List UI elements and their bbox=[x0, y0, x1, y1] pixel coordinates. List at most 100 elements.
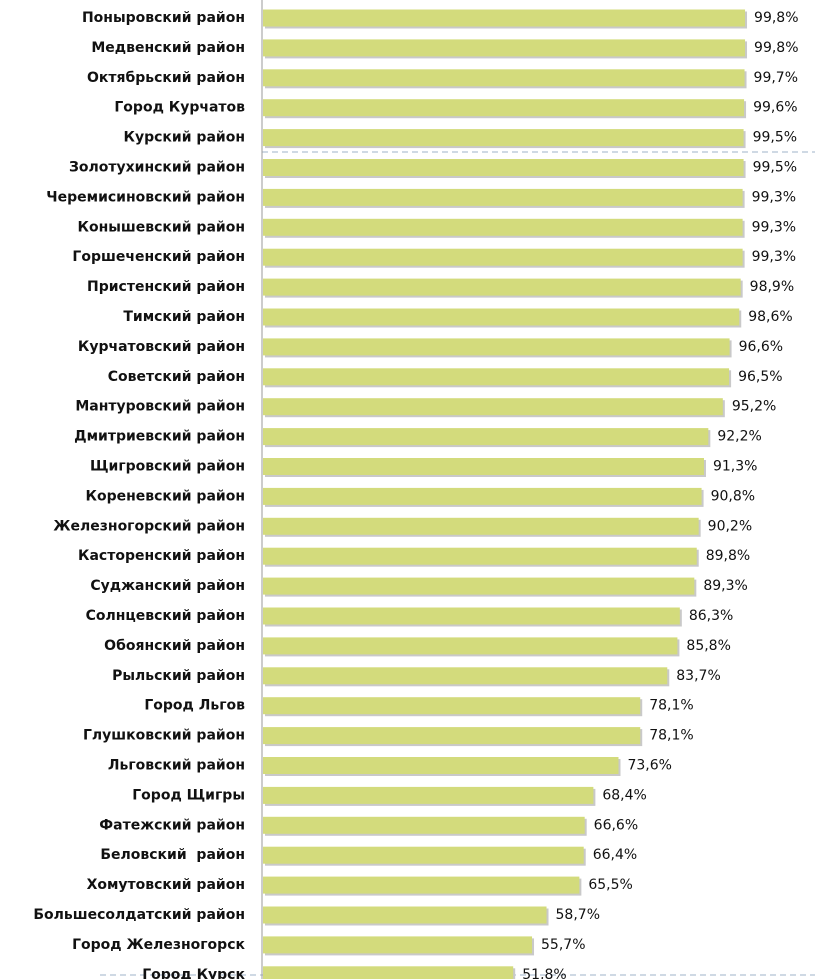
bar bbox=[263, 218, 743, 236]
bar bbox=[263, 727, 641, 745]
category-label: Касторенский район bbox=[78, 548, 245, 564]
category-label: Черемисиновский район bbox=[46, 189, 245, 205]
value-label: 83,7% bbox=[676, 668, 720, 684]
bar bbox=[263, 697, 641, 715]
value-label: 90,2% bbox=[708, 518, 752, 534]
bar bbox=[263, 368, 730, 386]
category-label: Город Курчатов bbox=[114, 100, 245, 116]
category-label: Дмитриевский район bbox=[74, 429, 245, 445]
bar bbox=[263, 188, 743, 206]
bar bbox=[263, 906, 547, 924]
bar bbox=[263, 159, 744, 176]
category-label: Рыльский район bbox=[112, 668, 245, 684]
bar bbox=[263, 129, 744, 147]
category-label: Суджанский район bbox=[90, 578, 245, 594]
value-label: 99,3% bbox=[752, 249, 796, 265]
category-label: Поныровский район bbox=[82, 10, 245, 26]
bar bbox=[263, 248, 743, 266]
bar bbox=[263, 966, 514, 979]
value-label: 99,3% bbox=[752, 189, 796, 205]
category-label: Курчатовский район bbox=[78, 339, 245, 355]
value-label: 96,6% bbox=[739, 339, 783, 355]
category-label: Большесолдатский район bbox=[33, 907, 245, 923]
value-label: 98,9% bbox=[750, 279, 794, 295]
value-label: 78,1% bbox=[649, 698, 693, 714]
value-label: 78,1% bbox=[649, 728, 693, 744]
category-label: Курский район bbox=[124, 130, 245, 146]
bar bbox=[263, 278, 741, 296]
bar bbox=[263, 757, 619, 774]
category-label: Город Льгов bbox=[144, 698, 245, 714]
value-label: 89,3% bbox=[703, 578, 747, 594]
value-label: 68,4% bbox=[602, 787, 646, 803]
value-label: 99,5% bbox=[753, 160, 797, 176]
bar bbox=[263, 398, 723, 416]
value-label: 96,5% bbox=[738, 369, 782, 385]
category-label: Хомутовский район bbox=[87, 877, 245, 893]
category-label: Медвенский район bbox=[91, 40, 245, 56]
bar bbox=[263, 9, 746, 27]
bar bbox=[263, 846, 584, 864]
value-label: 58,7% bbox=[556, 907, 600, 923]
category-label: Золотухинский район bbox=[69, 160, 245, 176]
value-label: 91,3% bbox=[713, 459, 757, 475]
bar bbox=[263, 547, 697, 565]
value-label: 99,7% bbox=[754, 70, 798, 86]
bar bbox=[263, 667, 668, 685]
category-label: Советский район bbox=[108, 369, 245, 385]
bar bbox=[263, 607, 680, 625]
category-label: Обоянский район bbox=[104, 638, 245, 654]
category-label: Мантуровский район bbox=[75, 399, 245, 415]
category-label: Льговский район bbox=[108, 758, 245, 774]
category-label: Октябрьский район bbox=[87, 70, 245, 86]
bar bbox=[263, 487, 702, 505]
value-label: 95,2% bbox=[732, 399, 776, 415]
value-label: 99,5% bbox=[753, 130, 797, 146]
category-label: Беловский район bbox=[100, 847, 245, 863]
category-label: Железногорский район bbox=[53, 518, 245, 534]
bar bbox=[263, 308, 740, 326]
value-label: 51,8% bbox=[522, 967, 566, 979]
value-label: 90,8% bbox=[711, 488, 755, 504]
category-label: Горшеченский район bbox=[72, 249, 245, 265]
category-label: Тимский район bbox=[123, 309, 245, 325]
category-label: Город Курск bbox=[142, 967, 245, 979]
category-label: Пристенский район bbox=[87, 279, 245, 295]
bar bbox=[263, 458, 704, 475]
value-label: 92,2% bbox=[717, 429, 761, 445]
value-label: 99,8% bbox=[754, 40, 798, 56]
value-label: 99,8% bbox=[754, 10, 798, 26]
bar bbox=[263, 428, 709, 446]
category-label: Фатежский район bbox=[99, 817, 245, 833]
bar bbox=[263, 786, 594, 804]
category-label: Щигровский район bbox=[90, 459, 245, 475]
category-label: Кореневский район bbox=[86, 488, 245, 504]
value-label: 66,4% bbox=[593, 847, 637, 863]
bar bbox=[263, 936, 533, 954]
bar bbox=[263, 39, 746, 57]
value-label: 98,6% bbox=[748, 309, 792, 325]
category-label: Город Щигры bbox=[132, 787, 245, 803]
value-label: 85,8% bbox=[686, 638, 730, 654]
bar bbox=[263, 99, 745, 117]
bar bbox=[263, 637, 678, 655]
category-label: Город Железногорск bbox=[72, 937, 245, 953]
bar bbox=[263, 338, 730, 356]
value-label: 89,8% bbox=[706, 548, 750, 564]
category-label: Глушковский район bbox=[83, 728, 245, 744]
bar bbox=[263, 876, 580, 894]
bar bbox=[263, 816, 585, 834]
value-label: 99,3% bbox=[752, 219, 796, 235]
value-label: 66,6% bbox=[594, 817, 638, 833]
value-label: 99,6% bbox=[753, 100, 797, 116]
category-label: Конышевский район bbox=[78, 219, 245, 235]
value-label: 55,7% bbox=[541, 937, 585, 953]
category-label: Солнцевский район bbox=[86, 608, 245, 624]
value-label: 65,5% bbox=[588, 877, 632, 893]
bar bbox=[263, 577, 695, 595]
value-label: 86,3% bbox=[689, 608, 733, 624]
bar bbox=[263, 517, 699, 535]
bar bbox=[263, 69, 745, 87]
